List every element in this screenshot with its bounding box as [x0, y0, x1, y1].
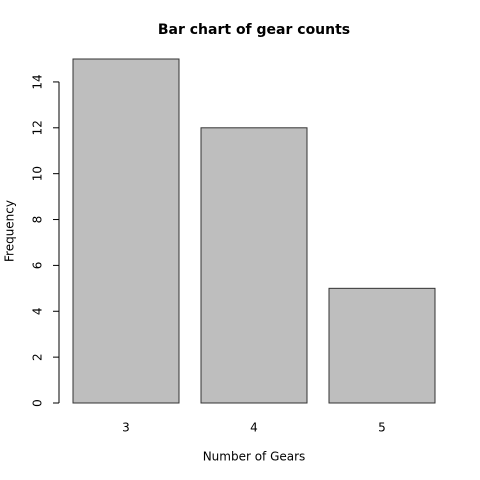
x-tick-label: 3: [122, 421, 130, 435]
x-axis-label: Number of Gears: [203, 450, 306, 464]
chart-title: Bar chart of gear counts: [158, 22, 350, 38]
x-tick-label: 5: [378, 421, 386, 435]
y-tick-label: 0: [31, 399, 45, 407]
x-tick-label: 4: [250, 421, 258, 435]
y-tick-label: 8: [31, 216, 45, 224]
bar: [328, 287, 436, 404]
y-tick-label: 4: [31, 307, 45, 315]
y-tick-label: 10: [31, 166, 45, 181]
y-tick-label: 2: [31, 353, 45, 361]
y-tick-label: 6: [31, 262, 45, 270]
y-tick-label: 14: [31, 74, 45, 89]
bar: [200, 127, 308, 404]
bar: [72, 58, 180, 404]
y-axis-label: Frequency: [3, 200, 17, 262]
y-tick-label: 12: [31, 120, 45, 135]
